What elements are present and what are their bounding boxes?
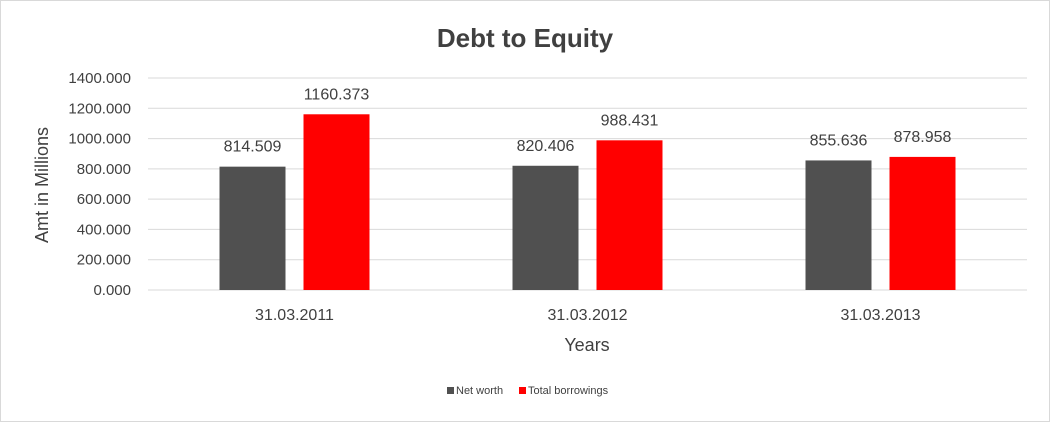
data-labels: 814.509 1160.373 820.406 988.431 855.636 878.… <box>224 86 952 155</box>
y-axis-ticks: 0.000 200.000 400.000 600.000 800.000 1000.00… <box>68 70 131 299</box>
bar-net-worth <box>219 166 286 290</box>
legend: Net worth Total borrowings <box>447 385 609 397</box>
y-tick-label: 200.000 <box>77 252 131 269</box>
bar-total-borrowings <box>303 114 370 290</box>
bars <box>219 114 956 290</box>
data-label: 1160.373 <box>304 86 370 103</box>
legend-swatch <box>519 387 526 394</box>
legend-label: Total borrowings <box>528 385 609 397</box>
bar-total-borrowings <box>889 156 956 290</box>
y-tick-label: 400.000 <box>77 221 131 238</box>
y-tick-label: 0.000 <box>93 282 131 299</box>
y-tick-label: 1400.000 <box>68 70 131 87</box>
x-category-label: 31.03.2012 <box>547 307 627 324</box>
data-label: 855.636 <box>810 132 868 149</box>
bar-net-worth <box>512 165 579 290</box>
y-tick-label: 1000.000 <box>68 131 131 148</box>
legend-label: Net worth <box>456 385 503 397</box>
data-label: 878.958 <box>894 129 952 146</box>
legend-swatch <box>447 387 454 394</box>
data-label: 988.431 <box>601 112 659 129</box>
y-tick-label: 1200.000 <box>68 100 131 117</box>
bar-net-worth <box>805 160 872 290</box>
y-axis-title: Amt in Millions <box>32 127 52 243</box>
y-tick-label: 800.000 <box>77 161 131 178</box>
x-axis-categories: 31.03.2011 31.03.2012 31.03.2013 <box>255 307 921 324</box>
y-tick-label: 600.000 <box>77 191 131 208</box>
data-label: 820.406 <box>517 138 575 155</box>
x-category-label: 31.03.2011 <box>255 307 334 324</box>
chart-title: Debt to Equity <box>437 23 614 53</box>
gridlines <box>148 77 1027 291</box>
x-axis-title: Years <box>564 335 609 355</box>
bar-total-borrowings <box>596 140 663 290</box>
data-label: 814.509 <box>224 139 282 156</box>
x-category-label: 31.03.2013 <box>840 307 920 324</box>
